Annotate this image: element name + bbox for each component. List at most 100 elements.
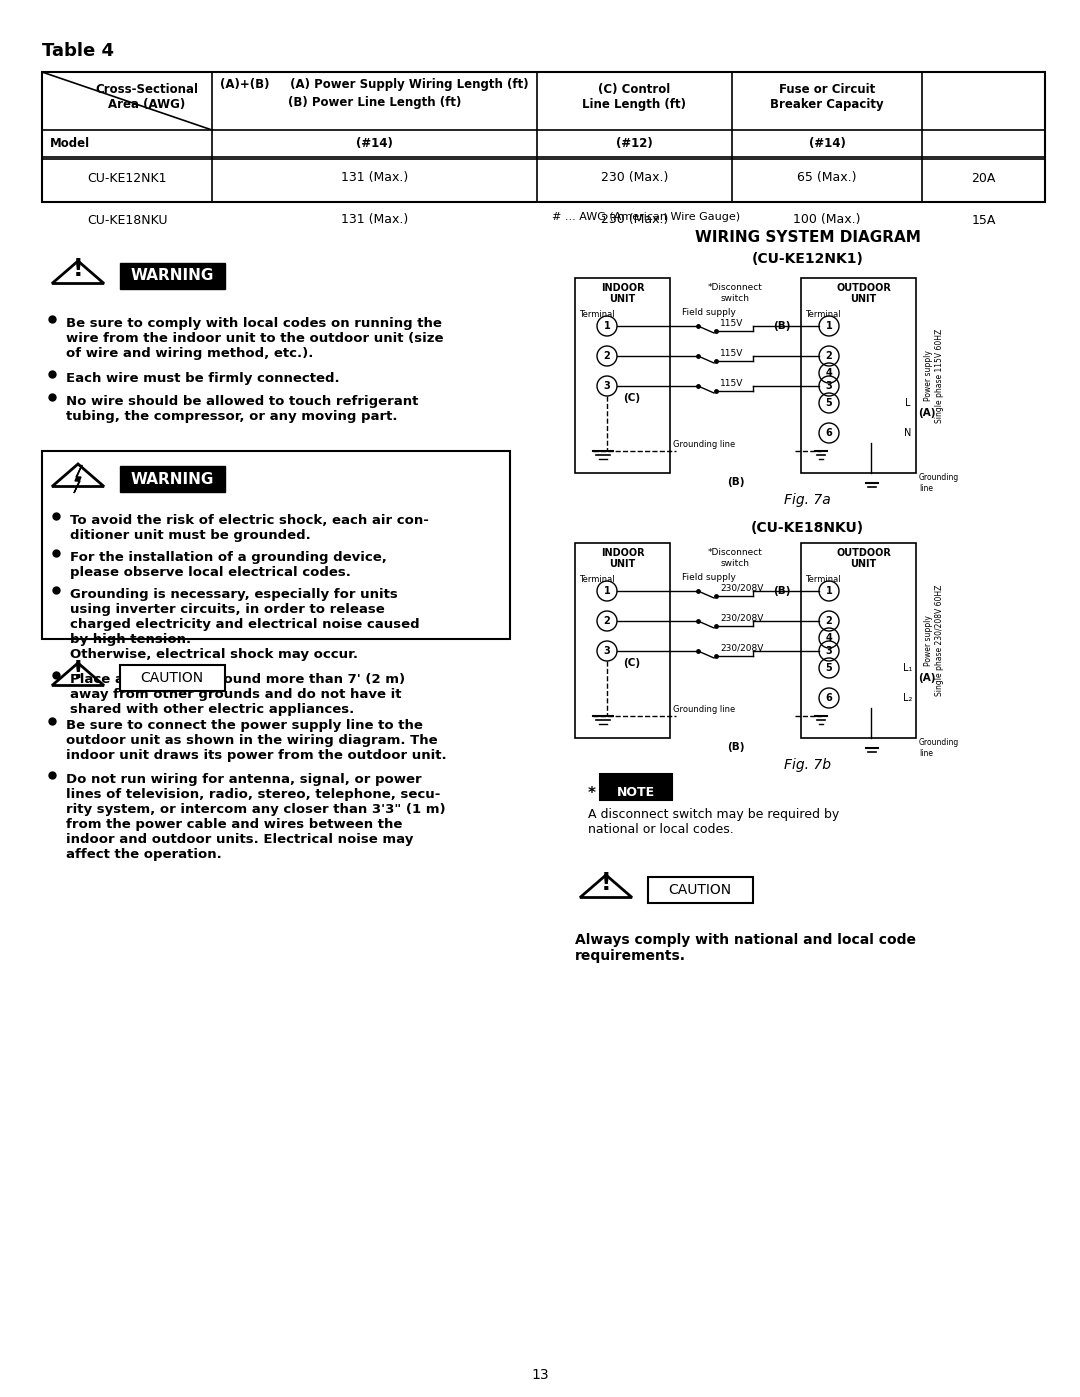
- Text: L₂: L₂: [903, 693, 913, 703]
- Text: (#14): (#14): [809, 137, 846, 149]
- Text: (CU-KE12NK1): (CU-KE12NK1): [752, 251, 863, 265]
- Text: 115V: 115V: [720, 319, 743, 327]
- Text: 131 (Max.): 131 (Max.): [341, 172, 408, 184]
- Text: 1: 1: [825, 321, 833, 331]
- Text: (B) Power Line Length (ft): (B) Power Line Length (ft): [287, 96, 461, 109]
- Text: CAUTION: CAUTION: [669, 883, 731, 897]
- Text: Be sure to connect the power supply line to the
outdoor unit as shown in the wir: Be sure to connect the power supply line…: [66, 719, 447, 761]
- Text: CU-KE18NKU: CU-KE18NKU: [86, 214, 167, 226]
- Text: 2: 2: [825, 351, 833, 360]
- Text: Place a dedicated ground more than 7' (2 m)
away from other grounds and do not h: Place a dedicated ground more than 7' (2…: [70, 673, 405, 717]
- Text: 2: 2: [604, 616, 610, 626]
- Bar: [801, 278, 916, 474]
- Text: (CU-KE18NKU): (CU-KE18NKU): [751, 521, 864, 535]
- Text: 15A: 15A: [971, 214, 996, 226]
- Text: 5: 5: [825, 664, 833, 673]
- Text: (A): (A): [918, 408, 935, 418]
- Text: OUTDOOR: OUTDOOR: [836, 548, 891, 557]
- Text: Field supply: Field supply: [681, 573, 735, 583]
- Text: 3: 3: [825, 645, 833, 657]
- Text: INDOOR: INDOOR: [600, 284, 645, 293]
- Text: Terminal: Terminal: [805, 310, 840, 319]
- Text: 3: 3: [825, 381, 833, 391]
- Text: Terminal: Terminal: [579, 576, 615, 584]
- Text: (B): (B): [727, 476, 744, 488]
- Text: Fig. 7a: Fig. 7a: [784, 493, 831, 507]
- Text: 5: 5: [825, 398, 833, 408]
- Text: Do not run wiring for antenna, signal, or power
lines of television, radio, ster: Do not run wiring for antenna, signal, o…: [66, 773, 446, 861]
- Text: 13: 13: [531, 1368, 549, 1382]
- Text: L₁: L₁: [903, 664, 913, 673]
- Text: switch: switch: [721, 559, 750, 569]
- Bar: [42, 451, 510, 638]
- Text: Grounding is necessary, especially for units
using inverter circuits, in order t: Grounding is necessary, especially for u…: [70, 588, 420, 661]
- Text: Be sure to comply with local codes on running the
wire from the indoor unit to t: Be sure to comply with local codes on ru…: [66, 317, 444, 360]
- Text: (A)+(B)     (A) Power Supply Wiring Length (ft): (A)+(B) (A) Power Supply Wiring Length (…: [220, 78, 529, 91]
- Text: 1: 1: [604, 585, 610, 597]
- Text: INDOOR: INDOOR: [600, 548, 645, 557]
- Text: !: !: [72, 257, 83, 281]
- Text: Always comply with national and local code
requirements.: Always comply with national and local co…: [575, 933, 916, 963]
- Text: (#12): (#12): [616, 137, 653, 149]
- Text: 4: 4: [825, 367, 833, 379]
- Text: *Disconnect: *Disconnect: [708, 548, 762, 557]
- Text: Grounding
line: Grounding line: [919, 474, 959, 493]
- Text: Field supply: Field supply: [681, 307, 735, 317]
- Text: 230/208V: 230/208V: [720, 644, 764, 652]
- Bar: [575, 278, 670, 474]
- Text: switch: switch: [721, 293, 750, 303]
- Text: (B): (B): [773, 585, 791, 597]
- Text: 230/208V: 230/208V: [720, 613, 764, 623]
- Text: OUTDOOR: OUTDOOR: [836, 284, 891, 293]
- Text: L: L: [905, 398, 910, 408]
- Text: Terminal: Terminal: [579, 310, 615, 319]
- Text: 20A: 20A: [971, 172, 996, 184]
- Text: NOTE: NOTE: [617, 787, 656, 799]
- Text: (C): (C): [623, 658, 640, 668]
- Text: Grounding
line: Grounding line: [919, 738, 959, 757]
- Text: Each wire must be firmly connected.: Each wire must be firmly connected.: [66, 372, 339, 386]
- Text: # ... AWG (American Wire Gauge): # ... AWG (American Wire Gauge): [552, 212, 740, 222]
- Text: Grounding line: Grounding line: [673, 705, 735, 714]
- Text: (B): (B): [773, 321, 791, 331]
- Text: 131 (Max.): 131 (Max.): [341, 214, 408, 226]
- Bar: [42, 73, 1045, 203]
- Text: 230 (Max.): 230 (Max.): [600, 214, 669, 226]
- Bar: [575, 543, 670, 738]
- Text: UNIT: UNIT: [609, 293, 636, 305]
- Text: (A): (A): [918, 673, 935, 683]
- Text: 1: 1: [604, 321, 610, 331]
- Text: Fuse or Circuit
Breaker Capacity: Fuse or Circuit Breaker Capacity: [770, 82, 883, 110]
- Text: UNIT: UNIT: [850, 559, 877, 569]
- Text: 2: 2: [825, 616, 833, 626]
- Text: Terminal: Terminal: [805, 576, 840, 584]
- Text: WARNING: WARNING: [131, 472, 214, 486]
- Text: Table 4: Table 4: [42, 42, 114, 60]
- Text: 115V: 115V: [720, 348, 743, 358]
- FancyBboxPatch shape: [648, 877, 753, 902]
- Text: 65 (Max.): 65 (Max.): [797, 172, 856, 184]
- Polygon shape: [75, 465, 82, 493]
- Text: (C): (C): [623, 393, 640, 402]
- Text: 3: 3: [604, 381, 610, 391]
- Text: A disconnect switch may be required by
national or local codes.: A disconnect switch may be required by n…: [588, 807, 839, 835]
- Text: UNIT: UNIT: [609, 559, 636, 569]
- Text: !: !: [72, 658, 83, 683]
- FancyBboxPatch shape: [120, 467, 225, 492]
- Text: WARNING: WARNING: [131, 268, 214, 284]
- Text: CU-KE12NK1: CU-KE12NK1: [87, 172, 166, 184]
- Text: (#14): (#14): [356, 137, 393, 149]
- Text: N: N: [904, 427, 912, 439]
- Text: CAUTION: CAUTION: [140, 671, 203, 685]
- Text: Grounding line: Grounding line: [673, 440, 735, 448]
- Text: No wire should be allowed to touch refrigerant
tubing, the compressor, or any mo: No wire should be allowed to touch refri…: [66, 395, 418, 423]
- Text: 115V: 115V: [720, 379, 743, 387]
- FancyBboxPatch shape: [120, 665, 225, 692]
- Text: Model: Model: [50, 137, 90, 149]
- Text: Cross-Sectional
Area (AWG): Cross-Sectional Area (AWG): [95, 82, 199, 110]
- Text: 230/208V: 230/208V: [720, 584, 764, 592]
- Text: 3: 3: [604, 645, 610, 657]
- Text: 6: 6: [825, 427, 833, 439]
- Text: *Disconnect: *Disconnect: [708, 284, 762, 292]
- Text: WIRING SYSTEM DIAGRAM: WIRING SYSTEM DIAGRAM: [694, 231, 920, 244]
